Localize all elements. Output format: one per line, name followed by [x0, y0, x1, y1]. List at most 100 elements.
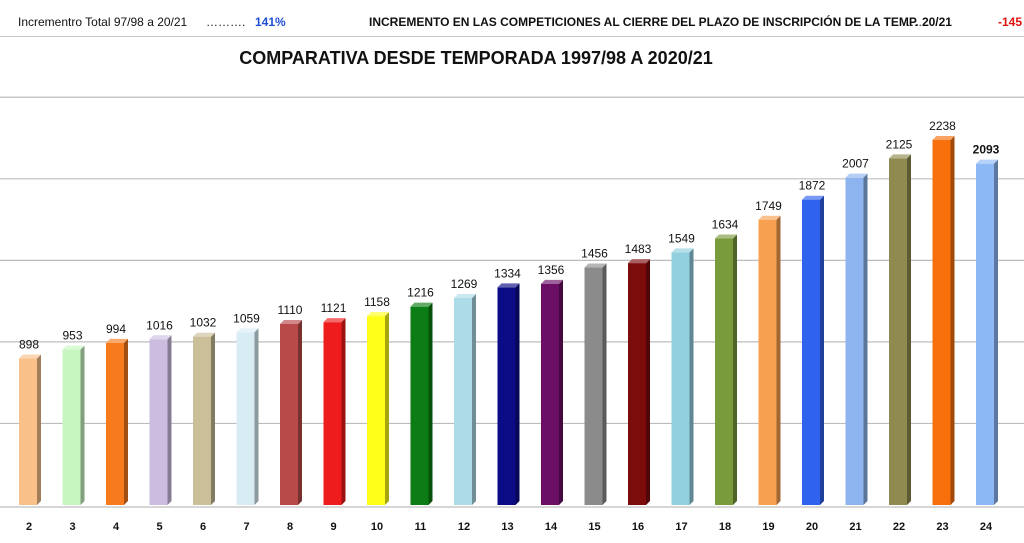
bar-top: [976, 159, 998, 164]
bar-front: [410, 306, 429, 505]
data-label: 1483: [625, 242, 652, 256]
competitions-increment-label: INCREMENTO EN LAS COMPETICIONES AL CIERR…: [369, 15, 952, 29]
bar-top: [715, 234, 737, 239]
data-label: 1356: [538, 263, 565, 277]
bar-side: [124, 338, 128, 505]
x-tick-label: 13: [501, 521, 513, 533]
bar-side: [37, 354, 41, 505]
bar-top: [758, 215, 781, 220]
bar-front: [497, 287, 516, 505]
bar-top: [584, 263, 607, 268]
bar-18: [715, 234, 737, 505]
data-label: 2125: [886, 137, 913, 151]
x-tick-label: 22: [893, 521, 905, 533]
x-tick-label: 18: [719, 521, 731, 533]
bar-16: [628, 259, 650, 505]
bar-top: [323, 318, 346, 323]
bar-front: [671, 252, 690, 505]
bar-front: [280, 323, 298, 505]
bar-top: [845, 173, 868, 178]
bar-top: [932, 136, 955, 140]
bar-side: [559, 279, 563, 505]
data-label: 1634: [712, 218, 739, 232]
bar-side: [776, 215, 781, 505]
x-tick-label: 5: [156, 521, 162, 533]
bar-23: [932, 136, 955, 505]
bar-front: [628, 263, 646, 505]
bar-top: [193, 332, 215, 337]
x-tick-label: 14: [545, 521, 558, 533]
data-label: 1032: [190, 316, 217, 330]
bar-side: [994, 159, 998, 505]
bar-5: [149, 335, 172, 505]
bar-front: [845, 177, 864, 505]
bar-side: [689, 248, 694, 505]
bar-15: [584, 263, 607, 505]
x-tick-label: 8: [287, 521, 293, 533]
x-tick-label: 11: [415, 521, 427, 533]
bar-20: [802, 195, 824, 505]
competitions-increment-dots: ……….: [906, 15, 946, 29]
bar-top: [280, 319, 302, 324]
bar-top: [367, 312, 389, 317]
bar-side: [254, 328, 259, 505]
bar-8: [280, 319, 302, 505]
bar-24: [976, 159, 998, 505]
x-tick-label: 4: [113, 521, 120, 533]
bar-front: [758, 219, 777, 505]
x-tick-label: 15: [588, 521, 600, 533]
bar-top: [236, 328, 259, 333]
bar-front: [932, 140, 951, 505]
data-label: 1872: [799, 179, 826, 193]
x-tick-label: 23: [936, 521, 948, 533]
data-label: 1158: [364, 295, 390, 309]
bar-4: [106, 338, 128, 505]
data-label: 1549: [668, 231, 695, 245]
bar-9: [323, 318, 346, 505]
bar-side: [863, 173, 868, 505]
bar-front: [367, 316, 385, 505]
data-label: 1216: [407, 286, 434, 300]
data-label: 1059: [233, 311, 260, 325]
bar-side: [602, 263, 607, 505]
bar-11: [410, 302, 433, 505]
bar-top: [106, 338, 128, 343]
bar-top: [541, 279, 563, 284]
data-label: 1456: [581, 247, 608, 261]
competitions-increment-value: -145: [998, 15, 1023, 29]
total-increment-label: Incrementro Total 97/98 a 20/21: [18, 15, 188, 29]
bar-12: [454, 294, 476, 505]
bar-front: [541, 283, 559, 505]
bar-top: [62, 345, 85, 350]
x-tick-label: 7: [243, 521, 249, 533]
data-label: 1121: [321, 301, 347, 315]
bar-top: [497, 283, 520, 288]
bar-22: [889, 154, 911, 506]
bar-side: [515, 283, 520, 505]
bar-front: [454, 298, 472, 505]
bar-side: [428, 302, 433, 505]
bar-side: [341, 318, 346, 505]
bar-top: [454, 294, 476, 299]
bar-21: [845, 173, 868, 505]
bar-19: [758, 215, 781, 505]
data-label: 1334: [494, 266, 521, 280]
bar-front: [106, 342, 124, 505]
bar-front: [236, 332, 255, 505]
bar-side: [472, 294, 476, 505]
data-label: 2007: [842, 157, 869, 171]
x-tick-label: 21: [849, 521, 861, 533]
x-tick-label: 19: [762, 521, 774, 533]
header-bar: Incrementro Total 97/98 a 20/21 ………. 141…: [0, 0, 1024, 37]
x-tick-label: 20: [806, 521, 818, 533]
bar-front: [149, 339, 168, 505]
bar-side: [211, 332, 215, 505]
data-label: 953: [62, 329, 82, 343]
bar-3: [62, 345, 85, 505]
bar-front: [889, 158, 907, 506]
data-label: 1110: [278, 303, 303, 317]
data-label: 994: [106, 322, 126, 336]
x-tick-label: 9: [330, 521, 336, 533]
bar-front: [193, 336, 211, 505]
bar-17: [671, 248, 694, 505]
